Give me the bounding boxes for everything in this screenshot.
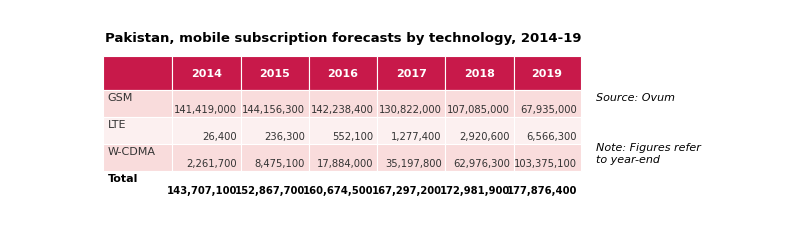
Text: 2017: 2017 [396, 69, 426, 79]
Text: 17,884,000: 17,884,000 [317, 158, 374, 168]
Bar [514, 90, 581, 117]
Bar [309, 117, 377, 144]
Text: 177,876,400: 177,876,400 [506, 185, 577, 195]
Bar [103, 117, 172, 144]
Bar [172, 117, 241, 144]
Bar [446, 117, 514, 144]
Text: 143,707,100: 143,707,100 [166, 185, 237, 195]
Bar [309, 144, 377, 171]
Bar [103, 144, 172, 171]
Bar [172, 171, 241, 199]
Text: 2015: 2015 [259, 69, 290, 79]
Text: 1,277,400: 1,277,400 [391, 131, 442, 141]
Text: 2,261,700: 2,261,700 [186, 158, 237, 168]
Bar [241, 144, 309, 171]
Text: 2018: 2018 [464, 69, 495, 79]
Text: 35,197,800: 35,197,800 [385, 158, 442, 168]
Bar [103, 90, 172, 117]
Bar [377, 57, 446, 90]
Text: 2016: 2016 [327, 69, 358, 79]
Bar [172, 90, 241, 117]
Text: W-CDMA: W-CDMA [107, 146, 155, 156]
Text: 142,238,400: 142,238,400 [310, 104, 374, 114]
Bar [103, 57, 172, 90]
Text: 552,100: 552,100 [332, 131, 374, 141]
Text: Source: Ovum: Source: Ovum [596, 92, 675, 102]
Bar [241, 117, 309, 144]
Bar [446, 144, 514, 171]
Text: 130,822,000: 130,822,000 [379, 104, 442, 114]
Bar [377, 144, 446, 171]
Text: LTE: LTE [107, 119, 126, 129]
Text: 2,920,600: 2,920,600 [459, 131, 510, 141]
Bar [309, 90, 377, 117]
Text: 8,475,100: 8,475,100 [254, 158, 305, 168]
Text: 144,156,300: 144,156,300 [242, 104, 305, 114]
Bar [241, 171, 309, 199]
Bar [172, 57, 241, 90]
Bar [103, 171, 172, 199]
Text: 107,085,000: 107,085,000 [447, 104, 510, 114]
Bar [514, 57, 581, 90]
Text: 167,297,200: 167,297,200 [372, 185, 442, 195]
Bar [309, 57, 377, 90]
Text: 160,674,500: 160,674,500 [303, 185, 374, 195]
Bar [446, 57, 514, 90]
Bar [377, 117, 446, 144]
Bar [514, 171, 581, 199]
Bar [446, 90, 514, 117]
Text: 2019: 2019 [531, 69, 562, 79]
Text: 67,935,000: 67,935,000 [520, 104, 577, 114]
Text: GSM: GSM [107, 92, 133, 102]
Text: 172,981,900: 172,981,900 [440, 185, 510, 195]
Text: 152,867,700: 152,867,700 [235, 185, 305, 195]
Bar [377, 90, 446, 117]
Bar [514, 117, 581, 144]
Bar [172, 144, 241, 171]
Bar [241, 57, 309, 90]
Bar [446, 171, 514, 199]
Bar [514, 144, 581, 171]
Bar [241, 90, 309, 117]
Text: 103,375,100: 103,375,100 [514, 158, 577, 168]
Text: 2014: 2014 [191, 69, 222, 79]
Text: Pakistan, mobile subscription forecasts by technology, 2014-19: Pakistan, mobile subscription forecasts … [105, 32, 582, 44]
Text: 62,976,300: 62,976,300 [453, 158, 510, 168]
Text: 141,419,000: 141,419,000 [174, 104, 237, 114]
Text: 26,400: 26,400 [202, 131, 237, 141]
Bar [377, 171, 446, 199]
Text: 6,566,300: 6,566,300 [526, 131, 577, 141]
Bar [309, 171, 377, 199]
Text: Note: Figures refer
to year-end: Note: Figures refer to year-end [596, 142, 701, 164]
Text: 236,300: 236,300 [264, 131, 305, 141]
Text: Total: Total [107, 173, 138, 183]
